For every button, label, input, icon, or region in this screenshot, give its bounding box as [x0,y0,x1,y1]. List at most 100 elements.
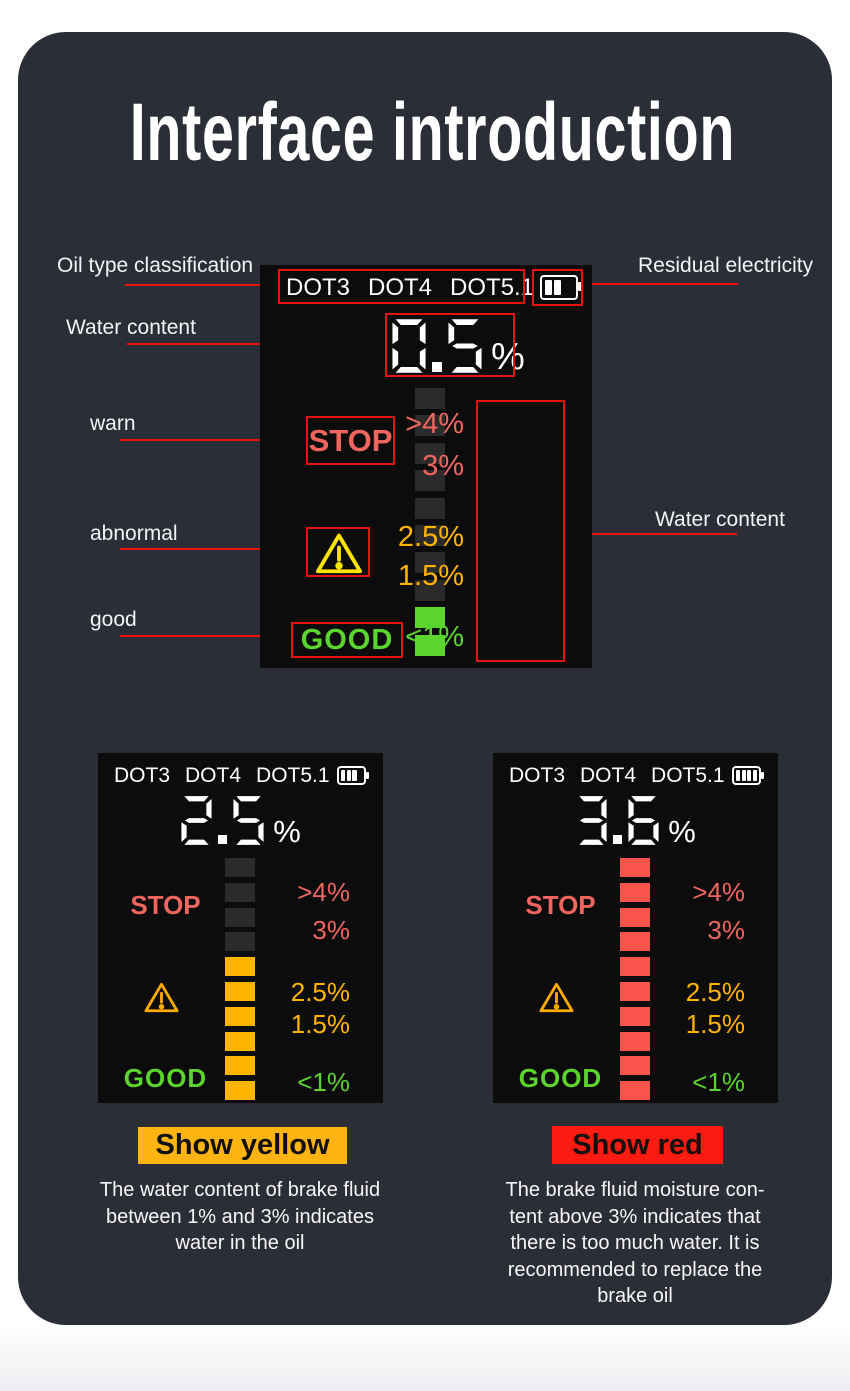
bar-segment-yellow [225,1031,255,1051]
bar-segment-yellow [225,981,255,1001]
dot51-label: DOT5.1 [450,274,535,301]
battery-icon [337,766,369,785]
level-bar-graph [620,858,650,1101]
scale-label: 1.5% [685,1009,745,1039]
scale-label: >4% [405,408,464,440]
good-indicator: GOOD [300,624,394,656]
battery-cell [554,280,561,295]
label-oil-type: Oil type classification [57,254,254,277]
bar-segment-yellow [225,1006,255,1026]
main-display: DOT3 DOT4 DOT5.1 % STOP GOOD >4% 3% 2.5 [260,265,592,668]
stop-indicator: STOP [308,423,393,458]
bar-segment-off [225,907,255,927]
decimal-dot [218,835,228,844]
bar-segment-off [225,858,255,877]
scale-label: 2.5% [397,521,464,553]
bar-segment-red [620,1056,650,1076]
level-bar-graph [415,388,445,656]
label-residual: Residual electricity [638,254,814,277]
percent-unit: % [273,814,301,849]
scale-label: 2.5% [685,977,745,1007]
battery-nub [761,772,764,779]
red-state-display: DOT3 DOT4 DOT5.1 % STOP GOOD >4% 3% 2.5% 1.… [493,753,778,1103]
page-title-text: Interface introduction [129,87,736,178]
seven-segment-digit [233,796,264,845]
callout-line-water-content [127,343,383,345]
red-caption: The brake fluid moisture con-tent above … [505,1179,765,1307]
water-content-value: % [391,318,525,378]
seven-segment-value [391,318,483,374]
label-warn: warn [90,412,136,435]
bar-segment-yellow [225,1056,255,1076]
yellow-caption: The water content of brake fluid between … [99,1179,381,1254]
seven-segment-value [180,795,265,846]
page-title: Interface introduction [0,86,850,180]
seven-segment-digit [392,319,426,373]
callout-line-residual [584,283,738,285]
water-content-value: % [493,795,778,847]
seven-segment-digit [181,796,212,845]
label-good: good [90,608,137,631]
scale-label: >4% [297,877,350,907]
seven-segment-digit [628,796,659,845]
battery-nub [366,772,369,779]
bar-segment-yellow [225,1081,255,1101]
oil-type-row: DOT3 DOT4 DOT5.1 [286,274,534,302]
scale-label: <1% [297,1067,350,1097]
decimal-dot [432,362,442,372]
stop-indicator: STOP [525,890,596,920]
warning-triangle-icon [537,981,576,1015]
dot3-label: DOT3 [286,274,351,301]
battery-cell [352,770,357,781]
seven-segment-digit [448,319,482,373]
oil-type-row: DOT3 DOT4 DOT5.1 [509,764,725,788]
bar-segment-off [415,442,445,464]
seven-segment-value [575,795,660,846]
bar-segment-off [415,388,445,409]
scale-label: 1.5% [290,1009,350,1039]
dark-card [18,32,832,1325]
show-yellow-badge: Show yellow [138,1127,347,1164]
warning-triangle-icon [142,981,181,1015]
label-water-content-right: Water content [655,508,785,531]
bar-segment-red [620,1006,650,1026]
highlight-box-scale [476,400,565,662]
bar-segment-off [415,470,445,492]
scale-label: 3% [312,915,350,945]
bar-segment-red [620,932,650,952]
yellow-state-display: DOT3 DOT4 DOT5.1 % STOP GOOD >4% 3% 2.5% 1.… [98,753,383,1103]
battery-cell [747,770,752,781]
battery-icon [540,275,582,300]
bar-segment-red [620,957,650,977]
bar-segment-yellow [225,957,255,977]
bar-segment-red [620,1081,650,1101]
seven-segment-digit [579,796,607,845]
water-content-value: % [98,795,383,849]
dot51-label: DOT5.1 [651,764,725,787]
scale-label: <1% [692,1067,745,1097]
warning-triangle-icon [312,531,366,577]
dot4-label: DOT4 [185,764,242,787]
bar-segment-off [225,882,255,902]
callout-line-warn [120,439,306,441]
scale-label: <1% [405,621,464,653]
battery-nub [578,282,582,291]
scale-label: 2.5% [290,977,350,1007]
dot4-label: DOT4 [368,274,433,301]
dot3-label: DOT3 [509,764,566,787]
bar-segment-off [225,932,255,952]
battery-cell [736,770,741,781]
bar-segment-red [620,858,650,877]
callout-line-good [120,635,291,637]
battery-cell [752,770,757,781]
scale-label: 3% [707,915,745,945]
battery-icon [732,766,764,785]
good-indicator: GOOD [123,1063,208,1093]
bar-segment-off [415,579,445,601]
percent-unit: % [491,336,525,378]
dot4-label: DOT4 [580,764,637,787]
bar-segment-off [415,524,445,546]
callout-line-oil-type [125,284,280,286]
callout-line-abnormal [120,548,306,550]
stop-indicator: STOP [130,890,201,920]
